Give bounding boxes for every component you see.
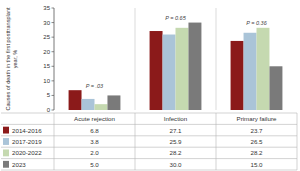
y-tick-label: 30 [43,20,50,26]
table-col-line [297,113,298,170]
table-row-label: 2017-2019 [12,138,42,145]
table-cell: 2.0 [90,149,99,156]
y-tick [52,110,55,111]
y-tick-label: 15 [43,63,50,69]
table-cell: 30.0 [169,161,182,168]
table-header: Primary failure [237,115,277,122]
y-tick [52,8,55,9]
bar [95,104,108,110]
table-cell: 28.2 [169,149,182,156]
table-cell: 6.8 [90,127,99,134]
y-tick-label: 0 [47,107,51,113]
bar [188,23,201,110]
bar [257,28,270,110]
y-tick [52,22,55,23]
table-col-line [216,113,217,170]
bar [244,33,257,110]
y-tick [52,51,55,52]
y-tick [52,37,55,38]
annotation: P = .03 [86,83,104,89]
group-divider [216,8,217,110]
table-row-label: 2020-2022 [12,149,42,156]
table-cell: 15.0 [250,161,263,168]
y-tick [52,80,55,81]
table-swatch [3,138,9,145]
table-col-line [54,113,55,170]
y-tick [52,95,55,96]
table-row-line [1,113,297,114]
chart: 0 5 10 15 20 25 30 35 Causes of death in the fir… [0,0,300,171]
bar [231,41,244,110]
table-cell: 27.1 [169,127,182,134]
bar [269,66,282,110]
bar [69,90,82,110]
table-swatch [3,161,9,168]
y-axis-line [54,8,55,110]
bar [176,28,189,110]
table-swatch [3,149,9,156]
table-row-line [1,147,297,148]
y-tick-label: 25 [43,34,50,40]
table-header: Infection [164,115,188,122]
table-cell: 25.9 [169,138,182,145]
y-tick-label: 20 [43,49,50,55]
table-cell: 3.8 [90,138,99,145]
group-divider [135,8,136,110]
table-cell: 28.2 [250,149,263,156]
table-swatch [3,127,9,134]
bars [69,23,283,110]
table-row-line [1,135,297,136]
annotation: P = 0.65 [165,15,186,21]
y-axis-label: Causes of death in the first posttranspl… [5,7,18,111]
bar [107,95,120,110]
bar [150,31,163,110]
table-cell: 5.0 [90,161,99,168]
y-tick-label: 35 [43,5,50,11]
table-col-line [135,113,136,170]
y-tick-label: 5 [47,92,51,98]
y-axis-label-line: year, % [12,50,18,69]
table-row-line [1,124,297,125]
table-row-line [1,170,297,171]
table-header: Acute rejection [74,115,115,122]
bar [82,99,95,110]
y-tick [52,66,55,67]
table-cell: 26.5 [250,138,263,145]
annotation: P = 0.36 [246,20,267,26]
table-cell: 23.7 [250,127,263,134]
y-tick-label: 10 [43,78,50,84]
table-row-label: 2023 [12,161,26,168]
table-row-label: 2014-2016 [12,127,42,134]
y-axis-label-line: Causes of death in the first posttranspl… [5,7,11,111]
bar [163,35,176,110]
table-row-line [1,158,297,159]
